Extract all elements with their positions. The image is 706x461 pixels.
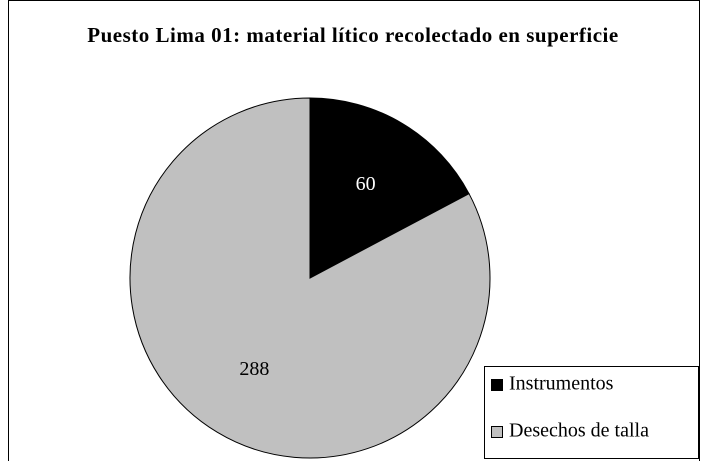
pie-slice — [309, 97, 470, 279]
legend-box — [484, 366, 699, 459]
data-label: 60 — [356, 173, 376, 195]
pie-slice — [129, 97, 491, 459]
legend-marker — [491, 426, 503, 438]
legend-marker — [491, 379, 503, 391]
data-label: 288 — [239, 358, 269, 380]
legend-label: Instrumentos — [509, 373, 614, 395]
legend-label: Desechos de talla — [509, 420, 649, 442]
chart-title: Puesto Lima 01: material lítico recolect… — [87, 23, 619, 47]
